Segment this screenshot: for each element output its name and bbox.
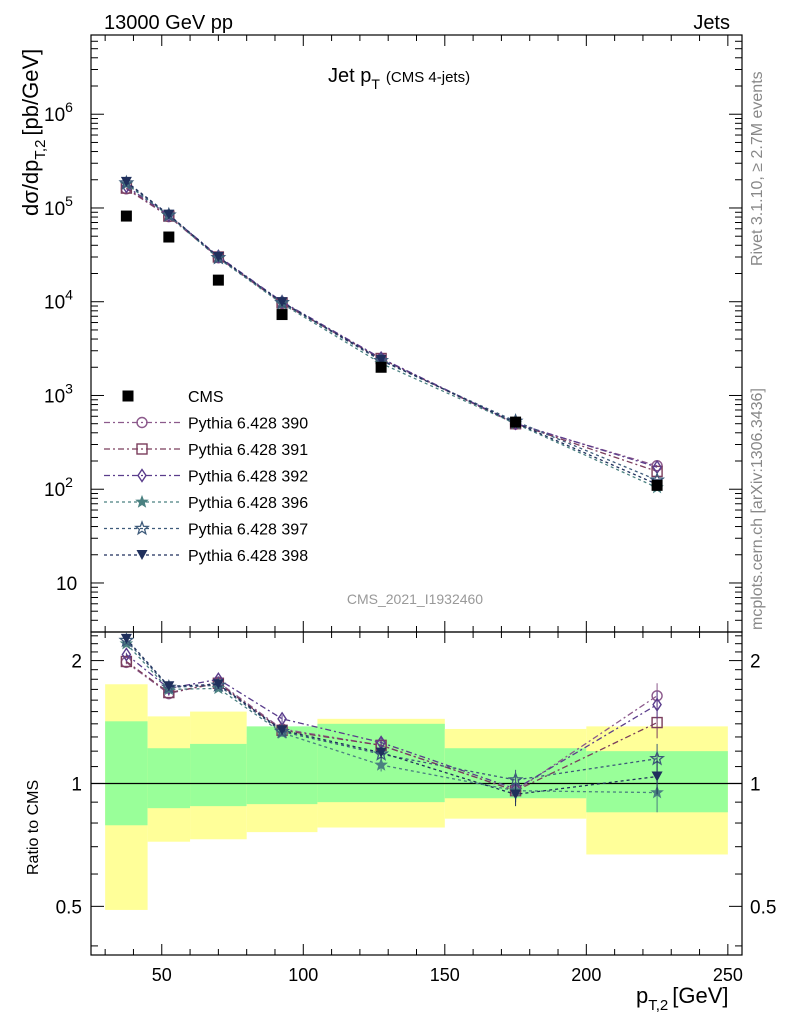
uncertainty-band-inner — [246, 726, 318, 805]
ratio-tick-label: 0.5 — [56, 897, 82, 918]
legend-label: CMS — [188, 389, 224, 406]
ratio-tick-label: 1 — [71, 774, 82, 795]
uncertainty-band-inner — [105, 721, 148, 826]
legend-entry-2: Pythia 6.428 391 — [104, 442, 308, 459]
series-point — [163, 209, 175, 220]
legend-entry-cms: CMS — [122, 389, 224, 406]
legend-label: Pythia 6.428 392 — [188, 469, 308, 486]
ratio-point — [212, 679, 224, 690]
data-point — [163, 231, 175, 243]
header-right: Jets — [693, 12, 730, 34]
legend-marker — [122, 390, 134, 402]
analysis-watermark: CMS_2021_I1932460 — [347, 591, 483, 607]
rivet-label: Rivet 3.1.10, ≥ 2.7M events — [749, 71, 766, 266]
ratio-point — [163, 681, 175, 692]
ratio-plot-area — [90, 631, 743, 956]
x-axis-label: pT,2 [GeV] — [636, 983, 729, 1014]
ratio-tick-label: 2 — [71, 652, 82, 673]
y-tick-label: 106 — [44, 99, 73, 126]
data-point — [510, 416, 522, 428]
legend-marker — [137, 468, 147, 483]
ratio-point — [652, 697, 662, 712]
ratio-series-6 — [120, 633, 663, 807]
uncertainty-band-inner — [190, 743, 247, 807]
ratio-tick-label-right: 0.5 — [750, 897, 776, 918]
y-tick-label: 104 — [44, 287, 73, 314]
main-plot-area — [90, 34, 743, 633]
ratio-point — [120, 655, 133, 668]
legend-label: Pythia 6.428 391 — [188, 442, 308, 459]
mcplots-label: mcplots.cern.ch [arXiv:1306.3436] — [749, 388, 766, 630]
legend-entry-3: Pythia 6.428 392 — [104, 468, 308, 486]
ratio-tick-label-right: 1 — [750, 774, 761, 795]
legend-marker — [136, 550, 148, 560]
ratio-point — [651, 771, 663, 782]
legend-marker — [136, 416, 148, 429]
main-frame — [90, 34, 743, 633]
ratio-point — [121, 647, 132, 662]
y-axis-label: dσ/dpT,2[pb/GeV] — [18, 49, 49, 216]
ratio-point — [374, 757, 388, 771]
legend-entry-1: Pythia 6.428 390 — [104, 416, 308, 433]
series-point — [375, 354, 387, 365]
series-5 — [118, 174, 666, 487]
series-point — [120, 176, 132, 187]
ratio-point — [507, 771, 524, 787]
legend-entry-4: Pythia 6.428 396 — [104, 494, 308, 512]
ratio-tick-label-right: 2 — [750, 652, 761, 673]
legend-entry-6: Pythia 6.428 398 — [104, 548, 308, 565]
ratio-axis-label: Ratio to CMS — [25, 780, 42, 875]
data-point — [276, 309, 288, 321]
legend: CMS Pythia 6.428 390 Pythia 6.428 391 Pythi… — [104, 389, 308, 565]
y-tick-label: 102 — [44, 474, 73, 501]
legend-marker — [136, 443, 148, 455]
header-left: 13000 GeV pp — [104, 12, 233, 34]
ratio-point — [375, 747, 387, 758]
x-tick-label: 200 — [571, 965, 601, 985]
ratio-point — [510, 789, 522, 800]
series-point — [212, 251, 224, 262]
x-tick-label: 100 — [288, 965, 318, 985]
legend-marker — [135, 494, 149, 508]
series-line — [126, 181, 658, 485]
data-point — [651, 479, 663, 491]
series-point — [276, 297, 288, 308]
plot-title: Jet pT (CMS 4-jets) — [328, 65, 470, 92]
y-tick-label: 10 — [56, 574, 77, 595]
series-line — [126, 182, 658, 481]
legend-entry-5: Pythia 6.428 397 — [104, 520, 308, 539]
data-point — [212, 274, 224, 286]
data-point — [120, 210, 132, 222]
legend-label: Pythia 6.428 397 — [188, 522, 308, 539]
ratio-point — [276, 725, 288, 736]
x-tick-label: 150 — [430, 965, 460, 985]
x-tick-label: 50 — [152, 965, 172, 985]
legend-label: Pythia 6.428 396 — [188, 495, 308, 512]
data-point — [375, 361, 387, 373]
y-tick-label: 105 — [44, 193, 73, 220]
legend-label: Pythia 6.428 390 — [188, 416, 308, 433]
uncertainty-band-inner — [147, 748, 191, 809]
x-tick-label: 250 — [713, 965, 743, 985]
data-series-cms — [120, 210, 663, 491]
legend-marker — [134, 520, 150, 536]
series-point — [651, 465, 663, 478]
legend-label: Pythia 6.428 398 — [188, 548, 308, 565]
y-tick-label: 103 — [44, 380, 73, 407]
ratio-point — [120, 633, 132, 644]
